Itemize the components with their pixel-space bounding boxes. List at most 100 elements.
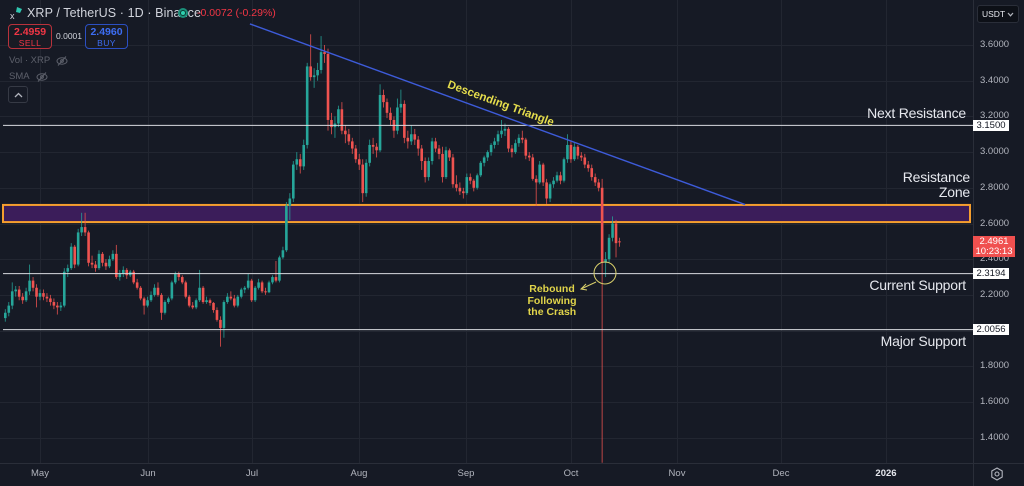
candle-body <box>361 164 365 194</box>
currency-select[interactable]: USDT <box>977 5 1019 23</box>
candle <box>337 105 340 128</box>
candle <box>323 45 326 63</box>
candle-body <box>17 289 21 297</box>
candle <box>597 178 600 192</box>
candle-body <box>253 287 257 301</box>
candle <box>333 116 337 138</box>
candle-body <box>444 150 448 178</box>
candle-body <box>618 241 621 243</box>
candle-body <box>7 305 11 313</box>
descending-trendline <box>249 23 746 206</box>
candle <box>4 309 7 322</box>
bar-countdown: 10:23:13 <box>975 246 1013 257</box>
candle <box>392 116 396 138</box>
candle <box>375 143 378 158</box>
buy-button[interactable]: 2.4960 BUY <box>85 24 128 49</box>
candle <box>507 127 510 153</box>
candle-body <box>49 298 52 303</box>
sell-button[interactable]: 2.4959 SELL <box>8 24 52 49</box>
candle <box>309 34 312 81</box>
eye-slash-icon[interactable] <box>36 71 48 83</box>
candle-body <box>45 296 49 299</box>
candle-body <box>194 300 198 308</box>
time-label: Oct <box>563 468 579 479</box>
candle-body <box>62 271 66 306</box>
candle-body <box>215 310 219 320</box>
time-label: May <box>31 468 49 479</box>
candle <box>215 307 219 322</box>
candle <box>347 128 351 145</box>
candle <box>73 244 76 269</box>
candle <box>399 89 403 113</box>
time-label: Jul <box>245 468 259 479</box>
candle-body <box>607 237 611 260</box>
candle-body <box>56 305 59 308</box>
candle <box>580 152 583 162</box>
candle <box>475 173 479 190</box>
eye-slash-icon[interactable] <box>56 55 68 67</box>
candle-body <box>208 300 212 303</box>
symbol-title[interactable]: XRP / TetherUS · 1D · Binance <box>27 6 202 20</box>
candle <box>510 144 514 158</box>
rebound-circle <box>593 261 617 285</box>
candle-body <box>559 175 562 181</box>
candle <box>198 269 201 303</box>
buy-price: 2.4960 <box>90 25 123 38</box>
candle-body <box>149 294 153 301</box>
candle-body <box>180 277 184 283</box>
candle <box>38 289 42 301</box>
candle <box>371 137 375 154</box>
price-tick: 3.2000 <box>980 110 1010 121</box>
candle <box>385 98 389 119</box>
candle <box>28 264 31 295</box>
candle-body <box>555 175 559 181</box>
candle-body <box>184 282 188 297</box>
candle-body <box>153 287 156 295</box>
candle-body <box>267 282 271 293</box>
candle-body <box>257 282 260 288</box>
candle <box>344 125 347 144</box>
candle-body <box>285 205 288 251</box>
candle <box>326 48 330 131</box>
candle-body <box>52 302 56 306</box>
candle-body <box>462 191 465 194</box>
candle-body <box>187 296 191 306</box>
candle <box>430 137 434 165</box>
candle-body <box>97 253 101 269</box>
candle <box>222 300 226 338</box>
candle-body <box>545 182 548 199</box>
candle <box>576 144 580 160</box>
price-tick: 2.8000 <box>980 182 1010 193</box>
price-tick: 2.4000 <box>980 253 1010 264</box>
candle-body <box>298 159 302 167</box>
candle <box>253 285 257 303</box>
candle <box>194 298 198 310</box>
candle <box>534 175 538 206</box>
gear-icon[interactable] <box>990 467 1004 481</box>
symbol-header[interactable]: x XRP / TetherUS · 1D · Binance <box>10 5 201 21</box>
candle <box>94 260 97 272</box>
candle <box>409 125 413 145</box>
candle-body <box>538 164 541 183</box>
candle-body <box>430 141 434 162</box>
candle <box>45 293 49 303</box>
market-open-dot-icon[interactable] <box>178 8 188 18</box>
indicator-sma[interactable]: SMA <box>9 70 48 83</box>
candle <box>76 228 80 267</box>
candle <box>382 89 385 108</box>
candle-body <box>510 148 514 153</box>
candle-body <box>229 296 233 299</box>
candle <box>489 143 493 156</box>
candle-body <box>292 164 295 199</box>
candle-body <box>593 177 597 183</box>
candle-body <box>323 52 326 54</box>
candle-body <box>21 296 24 301</box>
candle-body <box>288 198 292 206</box>
candle-body <box>281 250 285 258</box>
indicator-volume[interactable]: Vol · XRP <box>9 54 68 67</box>
price-tick: 3.0000 <box>980 146 1010 157</box>
candle <box>49 294 52 306</box>
candle-body <box>278 257 281 281</box>
collapse-legend-button[interactable] <box>8 86 28 103</box>
